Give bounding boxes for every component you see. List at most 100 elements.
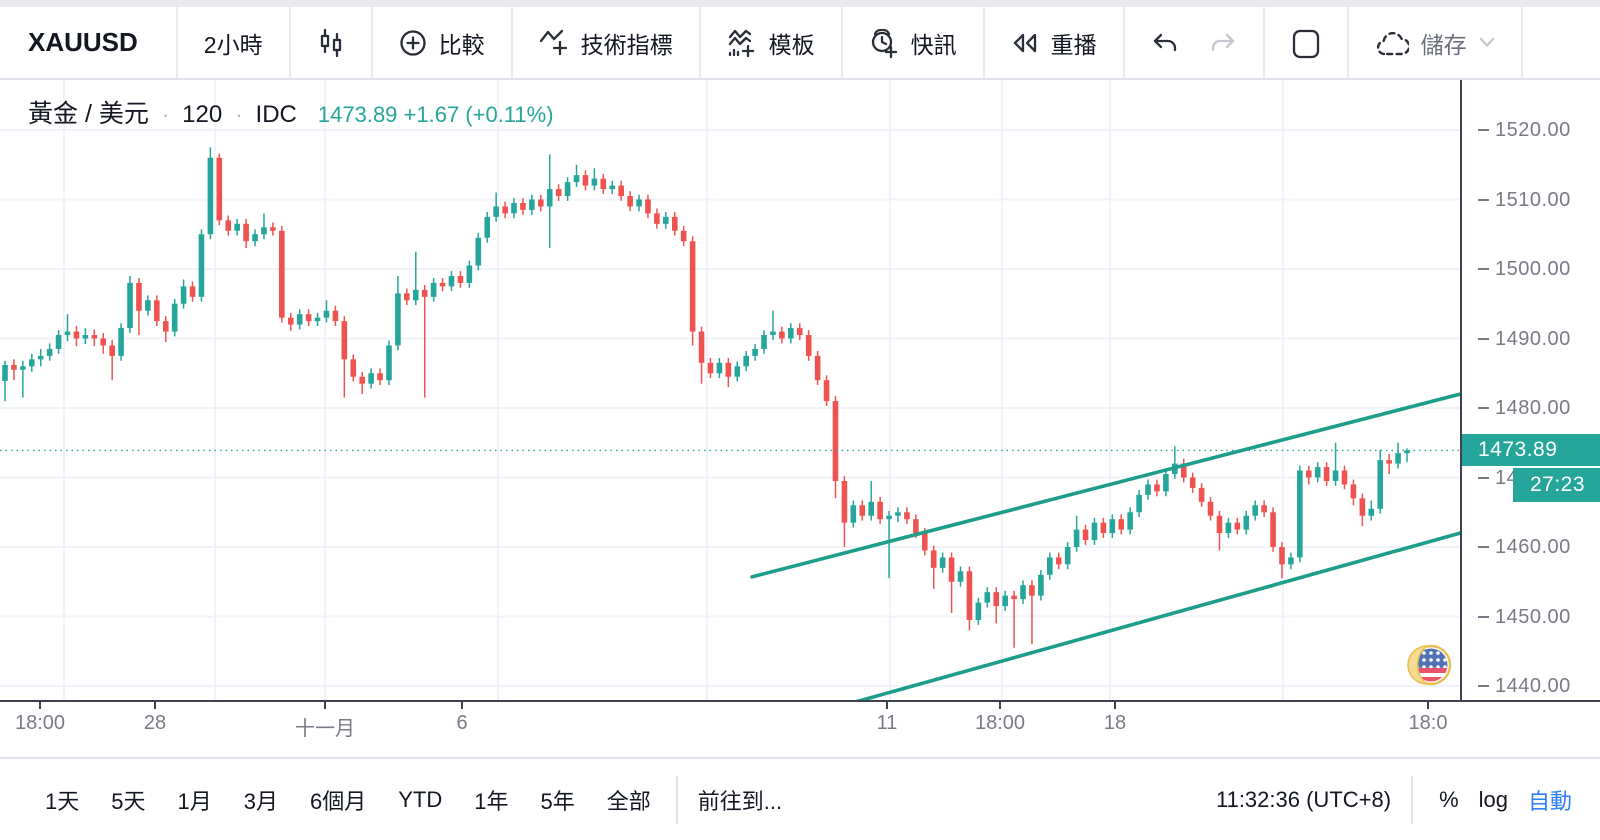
- candle-body: [64, 331, 71, 336]
- alarm-clock-plus-icon: [871, 28, 897, 58]
- range-button-YTD[interactable]: YTD: [398, 786, 443, 812]
- candle-body: [171, 303, 178, 332]
- candle-body: [439, 282, 446, 287]
- candle-body: [55, 335, 62, 349]
- candle-body: [448, 275, 455, 287]
- candle-body: [1395, 453, 1401, 464]
- range-button-5年[interactable]: 5年: [540, 788, 575, 814]
- candle-body: [279, 230, 285, 318]
- candle-body: [823, 380, 830, 402]
- candle-body: [332, 310, 339, 322]
- range-button-3月[interactable]: 3月: [243, 788, 278, 814]
- candle-body: [689, 241, 696, 332]
- candle-body: [752, 348, 758, 356]
- candle-body: [743, 355, 749, 367]
- undo-redo-group: [1124, 7, 1265, 78]
- redo-icon[interactable]: [1209, 31, 1237, 55]
- candle-body: [555, 189, 562, 197]
- time-tick-mark: [1114, 702, 1116, 709]
- alerts-button[interactable]: 快訊: [842, 7, 985, 78]
- candle-body: [1305, 470, 1312, 478]
- candle-body: [1225, 522, 1232, 534]
- candle-body: [1261, 505, 1267, 513]
- candle-body: [466, 265, 473, 283]
- time-tick-label: 11: [876, 712, 898, 734]
- candle-body: [28, 359, 35, 367]
- candle-body: [73, 331, 80, 339]
- log-scale-button[interactable]: log: [1478, 786, 1508, 812]
- candle-body: [1064, 547, 1071, 565]
- range-button-6個月[interactable]: 6個月: [310, 788, 367, 814]
- candle-body: [475, 237, 482, 266]
- chart-style-button[interactable]: [290, 7, 373, 78]
- candle-body: [502, 206, 508, 214]
- range-button-1年[interactable]: 1年: [474, 788, 509, 814]
- replay-button[interactable]: 重播: [984, 7, 1125, 78]
- compare-button[interactable]: 比較: [372, 7, 513, 78]
- candle-body: [11, 364, 17, 370]
- candle-body: [609, 185, 616, 190]
- candle-body: [1243, 515, 1250, 530]
- candle-body: [939, 557, 946, 568]
- candle-body: [154, 300, 160, 322]
- clock-timezone-button[interactable]: 11:32:36 (UTC+8): [1215, 786, 1392, 812]
- price-axis[interactable]: 1520.001510.001500.001490.001480.001470.…: [1460, 80, 1600, 757]
- candle-body: [975, 602, 982, 620]
- candle-body: [895, 512, 901, 516]
- goto-date-button[interactable]: 前往到...: [697, 788, 783, 814]
- candle-body: [1234, 522, 1241, 530]
- candle-body: [314, 317, 321, 322]
- candle-body: [350, 359, 357, 377]
- range-button-1月[interactable]: 1月: [177, 788, 212, 814]
- range-button-全部[interactable]: 全部: [606, 788, 651, 814]
- range-button-1天[interactable]: 1天: [45, 788, 80, 814]
- auto-scale-button[interactable]: 自動: [1527, 788, 1572, 814]
- interval-button[interactable]: 2小時: [177, 7, 291, 78]
- candlestick-chart-canvas[interactable]: [0, 80, 1460, 700]
- candle-body: [796, 328, 803, 336]
- price-tick-mark: [1478, 685, 1489, 687]
- rounded-square-icon: [1292, 29, 1319, 58]
- indicators-button[interactable]: 技術指標: [512, 7, 701, 78]
- candle-body: [1091, 522, 1098, 541]
- templates-label: 模板: [768, 31, 815, 58]
- screenshot-button[interactable]: [1264, 7, 1349, 78]
- data-provider-logo-watermark: [1407, 644, 1452, 686]
- candle-body: [368, 373, 374, 384]
- date-range-bar: 1天 5天 1月 3月 6個月 YTD 1年 5年 全部: [36, 778, 660, 822]
- candle-body: [1154, 484, 1160, 492]
- legend-separator-dot: ·: [161, 102, 170, 127]
- symbol-legend[interactable]: 黃金 / 美元 · 120 · IDC 1473.89 +1.67 (+0.11…: [28, 94, 554, 130]
- chevron-down-icon[interactable]: [1479, 37, 1495, 48]
- time-axis[interactable]: 18:00 28 十一月 6 11 18:00 18 18:0: [0, 700, 1600, 757]
- candle-body: [234, 223, 240, 231]
- undo-icon[interactable]: [1151, 31, 1179, 55]
- range-button-5天[interactable]: 5天: [111, 788, 146, 814]
- price-tick-label: 1460.00: [1462, 535, 1600, 559]
- candle-body: [261, 227, 267, 235]
- candle-body: [1002, 595, 1008, 607]
- candle-body: [1038, 574, 1044, 596]
- candle-body: [1189, 477, 1196, 488]
- time-tick-label: 十一月: [295, 718, 355, 740]
- chart-pane[interactable]: 黃金 / 美元 · 120 · IDC 1473.89 +1.67 (+0.11…: [0, 80, 1460, 700]
- replay-label: 重播: [1050, 31, 1097, 58]
- price-tick-label: 1440.00: [1462, 674, 1600, 698]
- candle-body: [832, 401, 839, 481]
- save-button[interactable]: 儲存: [1348, 7, 1523, 78]
- templates-button[interactable]: 模板: [700, 7, 843, 78]
- candle-body: [46, 348, 53, 356]
- trend-line[interactable]: [833, 531, 1460, 700]
- legend-exchange: IDC: [255, 101, 297, 128]
- percent-scale-button[interactable]: %: [1439, 786, 1459, 812]
- candle-body: [886, 515, 892, 520]
- candle-body: [966, 571, 973, 620]
- trend-line[interactable]: [750, 392, 1460, 579]
- candle-body: [877, 501, 883, 520]
- footer-separator: [675, 775, 678, 824]
- candle-body: [404, 293, 410, 301]
- save-label: 儲存: [1420, 31, 1467, 58]
- symbol-button[interactable]: XAUUSD: [0, 7, 178, 78]
- candle-body: [118, 328, 124, 356]
